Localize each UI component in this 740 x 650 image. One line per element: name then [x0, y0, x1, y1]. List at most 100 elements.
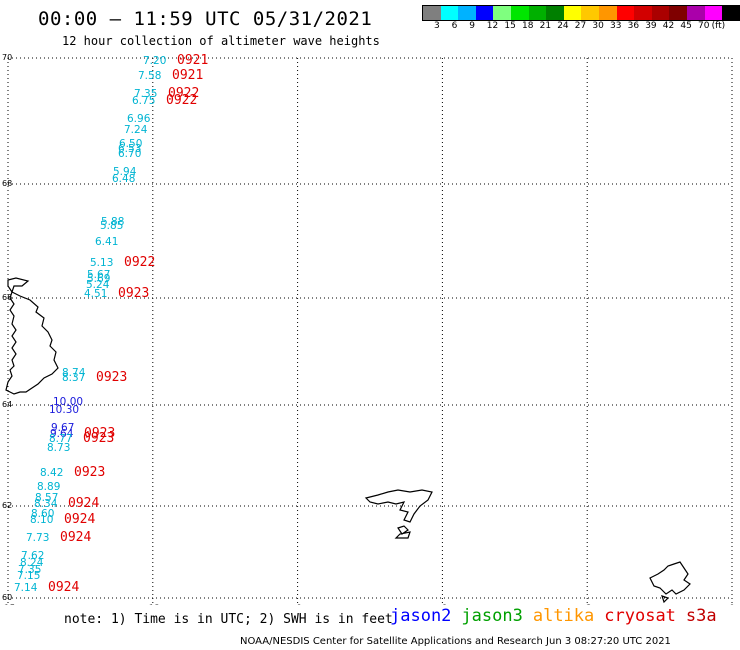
- longitude-tick-label: 0: [729, 604, 735, 605]
- coastlines: [5, 277, 691, 604]
- legend-label: 30: [592, 21, 604, 31]
- wave-height-value: 8.73: [47, 442, 71, 454]
- latitude-tick-label: 66: [2, 293, 12, 302]
- legend-swatch: [669, 6, 687, 20]
- shetland-islands: [649, 561, 691, 604]
- longitude-tick-label: -12: [145, 604, 160, 605]
- satellite-legend: jason2 jason3 altika cryosat s3a: [390, 606, 727, 626]
- legend-swatch: [704, 6, 723, 20]
- map-grid: [7, 57, 733, 603]
- longitude-tick-label: -9: [293, 604, 302, 605]
- wave-height-value: 6.41: [95, 236, 119, 248]
- wave-height-value: 8.74: [62, 367, 86, 379]
- wave-height-value: 5.69: [87, 273, 111, 285]
- legend-label: 18: [522, 21, 534, 31]
- latitude-tick-label: 68: [2, 179, 12, 188]
- map-canvas: -15 -12 -9 -6 -3 0 70 68 66 64 62 60: [1, 53, 735, 605]
- observation-time-label: 0924: [64, 512, 96, 527]
- observation-time-label: 0922: [168, 86, 200, 101]
- legend-swatch: [528, 6, 547, 20]
- wave-height-value: 7.58: [138, 70, 162, 82]
- legend-swatch: [440, 6, 459, 20]
- wave-height-value: 5.13: [90, 257, 114, 269]
- wave-height-value: 7.14: [14, 582, 38, 594]
- wave-height-value: 9.67: [51, 422, 75, 434]
- observation-time-label: 0923: [83, 431, 115, 446]
- wave-height-value: 8.60: [31, 508, 55, 520]
- wave-height-value: 8.89: [37, 481, 61, 493]
- observation-time-label: 0924: [60, 530, 92, 545]
- wave-height-value: 4.51: [84, 288, 108, 300]
- legend-swatch: [458, 6, 476, 20]
- satellite-legend-cryosat: cryosat: [604, 606, 676, 626]
- legend-label: 15: [504, 21, 516, 31]
- wave-height-value: 7.35: [134, 88, 158, 100]
- satellite-legend-jason2: jason2: [390, 606, 452, 626]
- legend-swatch: [616, 6, 635, 20]
- legend-swatch: [563, 6, 582, 20]
- units-note: note: 1) Time is in UTC; 2) SWH is in fe…: [64, 612, 393, 627]
- observation-time-label: 0923: [118, 286, 150, 301]
- wave-height-value: 5.24: [86, 279, 110, 291]
- observation-time-label: 0923: [96, 370, 128, 385]
- legend-swatch: [598, 6, 617, 20]
- observation-time-label: 0924: [48, 580, 80, 595]
- wave-height-value: 7.73: [26, 532, 50, 544]
- observation-time-label: 0922: [166, 93, 198, 108]
- wave-height-value: 7.15: [17, 570, 41, 582]
- observation-time-label: 0924: [68, 496, 100, 511]
- legend-label: 33: [610, 21, 622, 31]
- wave-height-value: 8.34: [34, 498, 58, 510]
- wave-height-value: 9.64: [50, 428, 74, 440]
- legend-label: 24: [557, 21, 569, 31]
- wave-height-value: 6.96: [127, 113, 151, 125]
- legend-swatch: [686, 6, 705, 20]
- legend-label: 9: [469, 21, 475, 31]
- latitude-tick-label: 60: [2, 593, 12, 602]
- wave-height-value: 10.30: [49, 404, 80, 416]
- legend-swatch: [722, 6, 740, 20]
- legend-label: 70: [698, 21, 710, 31]
- legend-label: 45: [680, 21, 692, 31]
- wave-height-value: 6.75: [132, 95, 156, 107]
- wave-height-value: 6.53: [118, 143, 142, 155]
- legend-label: 6: [451, 21, 458, 31]
- legend-swatch: [475, 6, 494, 20]
- map-subtitle: 12 hour collection of altimeter wave hei…: [62, 34, 380, 48]
- wave-height-value: 7.35: [18, 564, 42, 576]
- legend-swatch: [510, 6, 529, 20]
- longitude-tick-label: -6: [438, 604, 447, 605]
- wave-height-value: 5.67: [87, 269, 111, 281]
- wave-height-value: 6.48: [112, 173, 136, 185]
- legend-swatch: [493, 6, 511, 20]
- wave-height-value: 7.24: [124, 124, 148, 136]
- legend-label: 3: [434, 21, 440, 31]
- wave-height-value: 6.70: [118, 148, 142, 160]
- wave-height-value: 7.62: [21, 550, 45, 562]
- observation-time-label: 0921: [172, 68, 204, 83]
- legend-label: (ft): [711, 21, 726, 31]
- wave-height-value: 5.85: [100, 220, 124, 232]
- legend-swatch: [423, 6, 441, 20]
- wave-height-value: 8.77: [49, 433, 73, 445]
- wave-height-value: 8.57: [35, 492, 59, 504]
- faroe-islands: [364, 489, 433, 539]
- longitude-tick-label: -15: [1, 604, 16, 605]
- legend-label: 12: [486, 21, 499, 31]
- observation-time-label: 0922: [124, 255, 156, 270]
- map-title: 00:00 — 11:59 UTC 05/31/2021: [38, 8, 373, 30]
- satellite-legend-jason3: jason3: [461, 606, 523, 626]
- observation-time-label: 0921: [177, 53, 209, 68]
- latitude-tick-label: 62: [2, 501, 12, 510]
- color-scale-legend: [422, 5, 740, 21]
- legend-label: 39: [645, 21, 657, 31]
- legend-label: 42: [662, 21, 675, 31]
- wave-height-value: 8.24: [20, 557, 44, 569]
- legend-label: 27: [574, 21, 587, 31]
- observation-time-label: 0923: [84, 426, 116, 441]
- wave-height-value: 8.10: [30, 514, 54, 526]
- wave-height-value: 5.88: [101, 216, 125, 228]
- legend-swatch: [546, 6, 564, 20]
- observation-time-label: 0923: [74, 465, 106, 480]
- latitude-tick-label: 70: [2, 53, 12, 62]
